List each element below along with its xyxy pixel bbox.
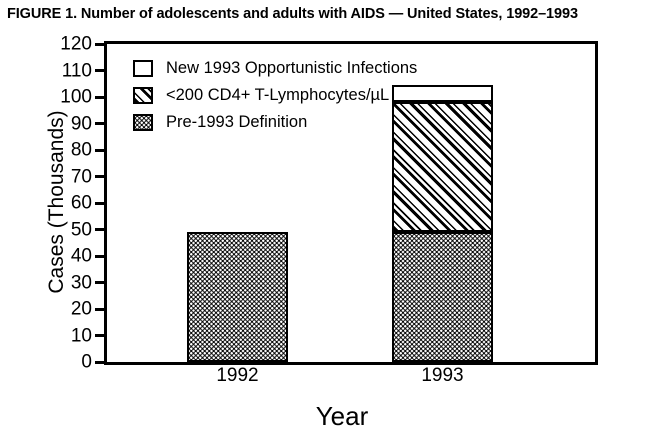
x-tick-label-1992: 1992 — [216, 365, 259, 386]
y-tick-label-40: 40 — [70, 245, 92, 267]
legend-swatch-plain-icon — [133, 59, 153, 77]
figure-title: FIGURE 1. Number of adolescents and adul… — [7, 6, 578, 22]
y-tick-30 — [95, 281, 105, 284]
y-tick-90 — [95, 122, 105, 125]
plot-area: New 1993 Opportunistic Infections <200 CD… — [60, 35, 598, 372]
y-tick-100 — [95, 95, 105, 99]
y-tick-80 — [95, 148, 105, 152]
legend-item-200-cd4-t-lymphocytes-l: <200 CD4+ T-Lymphocytes/µL — [133, 86, 417, 104]
y-tick-label-60: 60 — [70, 192, 92, 214]
y-tick-label-100: 100 — [60, 86, 92, 108]
y-tick-40 — [95, 254, 105, 258]
x-axis-title: Year — [315, 401, 369, 431]
y-tick-label-90: 90 — [70, 113, 92, 134]
y-tick-label-70: 70 — [70, 166, 92, 187]
bar-1992 — [187, 44, 288, 362]
bar-1993-segment-pre-1993-definition — [392, 232, 493, 362]
x-tick-label-1993: 1993 — [421, 365, 464, 386]
bar-1993-segment-new-1993-opportunistic-infections — [392, 85, 493, 103]
legend-label-new-1993-opportunistic-infections: New 1993 Opportunistic Infections — [166, 58, 418, 77]
y-tick-label-80: 80 — [70, 139, 92, 161]
y-tick-label-110: 110 — [61, 60, 92, 81]
bar-1993 — [392, 44, 493, 362]
y-tick-20 — [95, 307, 105, 311]
legend-label-pre-1993-definition: Pre-1993 Definition — [166, 112, 308, 131]
y-tick-label-20: 20 — [70, 298, 92, 320]
y-tick-10 — [95, 334, 105, 337]
y-tick-110 — [95, 69, 105, 72]
y-tick-70 — [95, 175, 105, 178]
y-tick-60 — [95, 201, 105, 205]
y-tick-label-30: 30 — [70, 272, 92, 293]
y-tick-label-10: 10 — [70, 325, 92, 346]
y-tick-label-0: 0 — [81, 351, 92, 373]
bar-1993-segment-200-cd4-t-lymphocytes-l — [392, 102, 493, 233]
chart-legend: New 1993 Opportunistic Infections <200 CD… — [133, 59, 417, 140]
legend-item-pre-1993-definition: Pre-1993 Definition — [133, 113, 417, 131]
y-axis-title: Cases (Thousands) — [45, 110, 68, 294]
legend-swatch-hatch-icon — [133, 86, 153, 104]
y-tick-50 — [95, 228, 105, 231]
y-tick-label-50: 50 — [70, 219, 92, 240]
y-tick-0 — [95, 360, 105, 364]
y-tick-120 — [95, 42, 105, 46]
legend-label-200-cd4-t-lymphocytes-l: <200 CD4+ T-Lymphocytes/µL — [166, 85, 390, 104]
legend-swatch-stipple-icon — [133, 113, 153, 131]
y-tick-label-120: 120 — [60, 33, 92, 55]
bar-1992-segment-pre-1993-definition — [187, 232, 288, 362]
legend-item-new-1993-opportunistic-infections: New 1993 Opportunistic Infections — [133, 59, 417, 77]
